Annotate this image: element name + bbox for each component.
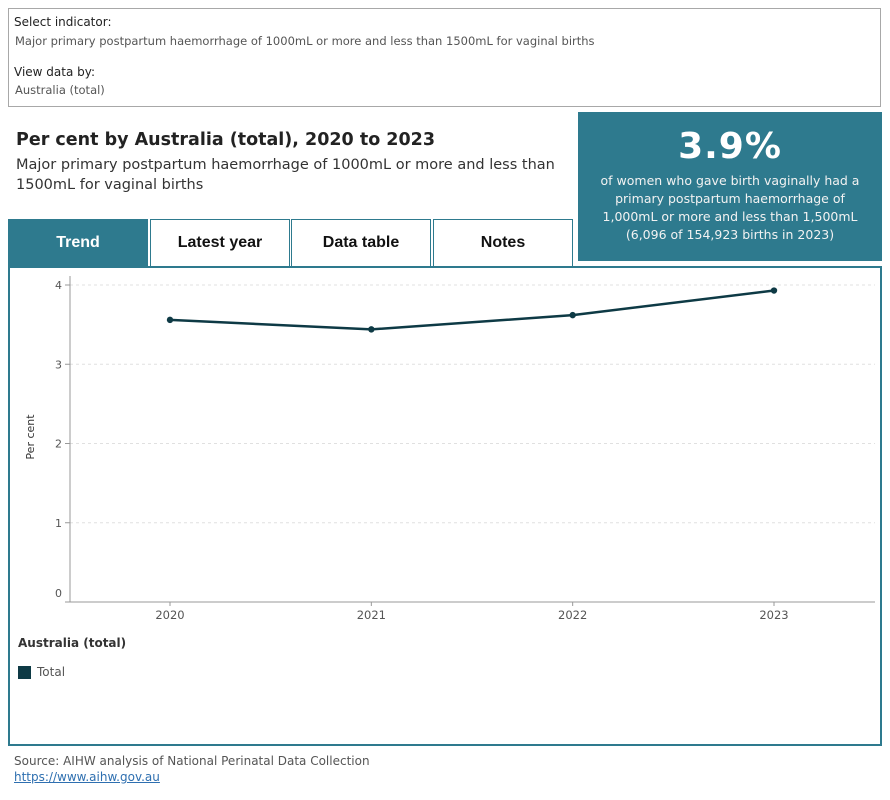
- indicator-select-label: Select indicator:: [14, 15, 112, 29]
- kpi-description: of women who gave birth vaginally had a …: [600, 173, 860, 242]
- chart-panel: [8, 266, 882, 746]
- kpi-card: 3.9% of women who gave birth vaginally h…: [578, 112, 882, 261]
- legend-swatch: [18, 665, 31, 679]
- legend-title: Australia (total): [18, 636, 127, 650]
- tab-notes[interactable]: Notes: [433, 219, 573, 267]
- filter-panel: Select indicator: Major primary postpart…: [8, 8, 881, 107]
- legend-item-total[interactable]: Total: [18, 665, 65, 679]
- view-by-select[interactable]: Australia (total): [15, 83, 105, 97]
- legend-label: Total: [37, 665, 66, 679]
- indicator-select[interactable]: Major primary postpartum haemorrhage of …: [15, 34, 595, 48]
- source-text: Source: AIHW analysis of National Perina…: [14, 754, 370, 768]
- chart-subheading: Major primary postpartum haemorrhage of …: [16, 157, 555, 193]
- tab-latest-year[interactable]: Latest year: [150, 219, 290, 267]
- kpi-value: 3.9%: [678, 126, 782, 167]
- source-link[interactable]: https://www.aihw.gov.au: [14, 770, 160, 784]
- chart-heading: Per cent by Australia (total), 2020 to 2…: [16, 130, 436, 150]
- tab-trend[interactable]: Trend: [8, 219, 148, 267]
- view-by-label: View data by:: [14, 65, 96, 79]
- tab-data-table[interactable]: Data table: [291, 219, 431, 267]
